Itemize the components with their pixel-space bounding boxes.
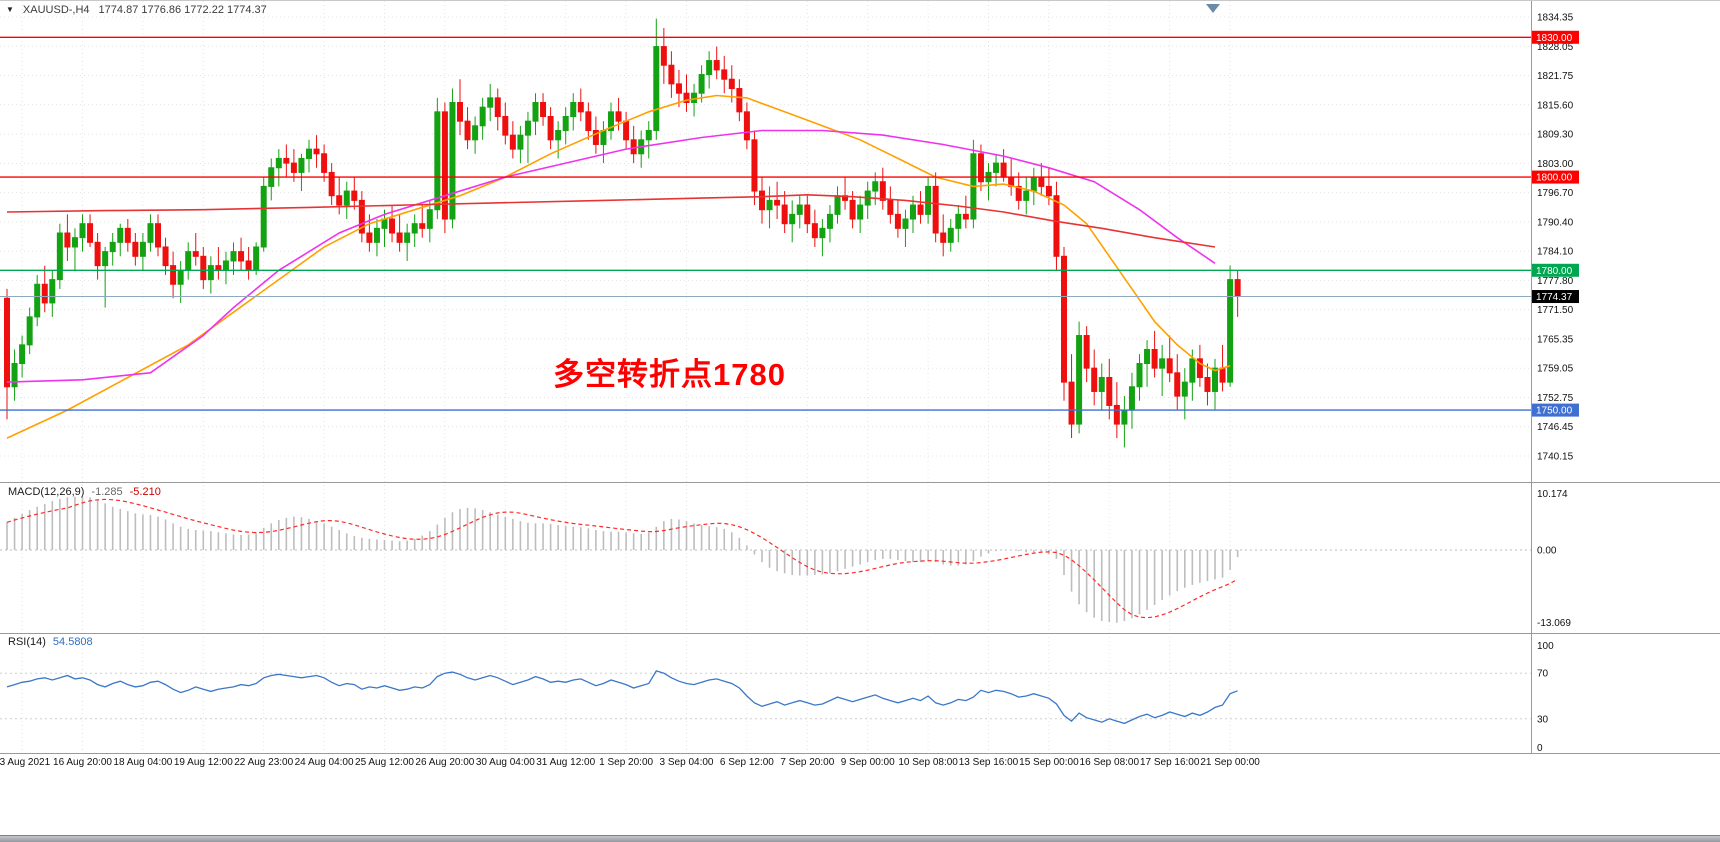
svg-text:13 Aug 2021: 13 Aug 2021 xyxy=(0,757,51,768)
svg-text:1828.05: 1828.05 xyxy=(1537,42,1574,53)
time-axis[interactable] xyxy=(0,754,1531,771)
symbol-dropdown-icon[interactable]: ▼ xyxy=(6,5,14,14)
svg-text:18 Aug 04:00: 18 Aug 04:00 xyxy=(113,757,172,768)
svg-text:1815.60: 1815.60 xyxy=(1537,100,1574,111)
svg-text:1803.00: 1803.00 xyxy=(1537,159,1574,170)
svg-text:1746.45: 1746.45 xyxy=(1537,422,1574,433)
macd-name: MACD(12,26,9) xyxy=(8,486,85,498)
svg-text:1752.75: 1752.75 xyxy=(1537,393,1574,404)
svg-text:1790.40: 1790.40 xyxy=(1537,217,1574,228)
svg-text:16 Aug 20:00: 16 Aug 20:00 xyxy=(53,757,112,768)
svg-text:10 Sep 08:00: 10 Sep 08:00 xyxy=(898,757,958,768)
macd-indicator-label: MACD(12,26,9) -1.285 -5.210 xyxy=(8,486,161,498)
svg-text:3 Sep 04:00: 3 Sep 04:00 xyxy=(660,757,714,768)
taskbar-edge xyxy=(0,835,1720,842)
svg-text:1796.70: 1796.70 xyxy=(1537,188,1574,199)
svg-text:6 Sep 12:00: 6 Sep 12:00 xyxy=(720,757,774,768)
svg-text:1821.75: 1821.75 xyxy=(1537,71,1574,82)
svg-text:25 Aug 12:00: 25 Aug 12:00 xyxy=(355,757,414,768)
rsi-name: RSI(14) xyxy=(8,636,46,648)
svg-text:22 Aug 23:00: 22 Aug 23:00 xyxy=(234,757,293,768)
svg-text:70: 70 xyxy=(1537,669,1549,680)
svg-text:26 Aug 20:00: 26 Aug 20:00 xyxy=(415,757,474,768)
svg-text:15 Sep 00:00: 15 Sep 00:00 xyxy=(1019,757,1079,768)
svg-text:1800.00: 1800.00 xyxy=(1536,173,1573,184)
svg-text:1750.00: 1750.00 xyxy=(1536,406,1573,417)
svg-text:1784.10: 1784.10 xyxy=(1537,247,1574,258)
svg-text:0: 0 xyxy=(1537,743,1543,754)
chart-ohlc-values: 1774.87 1776.86 1772.22 1774.37 xyxy=(98,4,267,16)
svg-text:17 Sep 16:00: 17 Sep 16:00 xyxy=(1140,757,1200,768)
svg-text:21 Sep 00:00: 21 Sep 00:00 xyxy=(1200,757,1260,768)
svg-text:9 Sep 00:00: 9 Sep 00:00 xyxy=(841,757,895,768)
svg-text:7 Sep 20:00: 7 Sep 20:00 xyxy=(780,757,834,768)
svg-text:1777.80: 1777.80 xyxy=(1537,276,1574,287)
svg-text:10.174: 10.174 xyxy=(1537,489,1568,500)
chart-annotation-text: 多空转折点1780 xyxy=(553,357,786,392)
svg-text:1759.05: 1759.05 xyxy=(1537,364,1574,375)
svg-text:1830.00: 1830.00 xyxy=(1536,33,1573,44)
macd-main-value: -1.285 xyxy=(91,486,123,498)
svg-text:100: 100 xyxy=(1537,641,1554,652)
svg-text:1765.35: 1765.35 xyxy=(1537,334,1574,345)
svg-text:31 Aug 12:00: 31 Aug 12:00 xyxy=(536,757,595,768)
svg-text:0.00: 0.00 xyxy=(1537,546,1557,557)
svg-text:1834.35: 1834.35 xyxy=(1537,13,1574,24)
chart-symbol-period: XAUUSD-,H4 xyxy=(22,4,90,16)
svg-text:1809.30: 1809.30 xyxy=(1537,130,1574,141)
rsi-indicator-label: RSI(14) 54.5808 xyxy=(8,636,93,648)
rsi-value: 54.5808 xyxy=(52,636,93,648)
svg-text:16 Sep 08:00: 16 Sep 08:00 xyxy=(1080,757,1140,768)
chart-title: ▼ XAUUSD-,H4 1774.87 1776.86 1772.22 177… xyxy=(6,4,267,16)
svg-text:19 Aug 12:00: 19 Aug 12:00 xyxy=(174,757,233,768)
svg-text:1771.50: 1771.50 xyxy=(1537,305,1574,316)
svg-text:24 Aug 04:00: 24 Aug 04:00 xyxy=(295,757,354,768)
macd-signal-value: -5.210 xyxy=(129,486,161,498)
svg-text:1774.37: 1774.37 xyxy=(1536,292,1573,303)
svg-text:1780.00: 1780.00 xyxy=(1536,266,1573,277)
svg-text:30: 30 xyxy=(1537,714,1549,725)
svg-text:1740.15: 1740.15 xyxy=(1537,452,1574,463)
price-axis[interactable] xyxy=(1532,1,1720,771)
svg-text:13 Sep 16:00: 13 Sep 16:00 xyxy=(959,757,1019,768)
svg-text:-13.069: -13.069 xyxy=(1537,618,1571,629)
chart-shift-marker-icon xyxy=(1206,4,1220,13)
svg-text:30 Aug 04:00: 30 Aug 04:00 xyxy=(476,757,535,768)
svg-text:1 Sep 20:00: 1 Sep 20:00 xyxy=(599,757,653,768)
